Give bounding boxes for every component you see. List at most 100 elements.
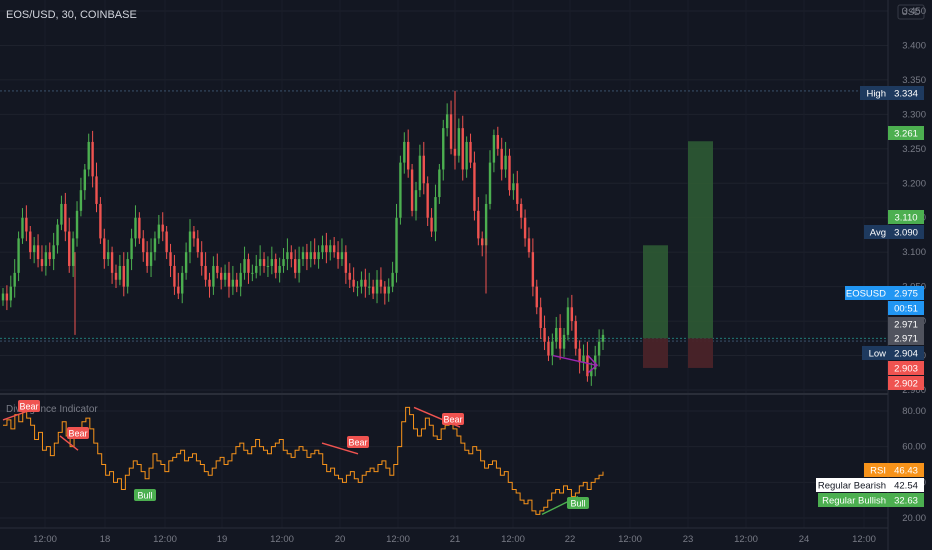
candle-body[interactable] — [551, 341, 554, 356]
candle-body[interactable] — [305, 252, 309, 260]
candle-body[interactable] — [375, 279, 379, 294]
candle-body[interactable] — [399, 162, 402, 218]
candle-body[interactable] — [204, 265, 207, 280]
candle-body[interactable] — [570, 307, 574, 322]
candle-body[interactable] — [262, 259, 266, 266]
candle-body[interactable] — [519, 203, 523, 218]
candle-body[interactable] — [255, 265, 258, 273]
candle-body[interactable] — [547, 341, 550, 356]
candle-body[interactable] — [313, 252, 316, 260]
candle-body[interactable] — [473, 162, 476, 211]
candle-body[interactable] — [332, 245, 336, 253]
candle-body[interactable] — [383, 286, 387, 294]
candle-body[interactable] — [91, 141, 94, 177]
candle-body[interactable] — [360, 279, 363, 287]
candle-body[interactable] — [403, 141, 406, 163]
target-profit-zone[interactable] — [643, 245, 668, 339]
candle-body[interactable] — [484, 203, 488, 246]
candle-body[interactable] — [106, 252, 110, 260]
stop-loss-zone[interactable] — [643, 338, 668, 368]
candle-body[interactable] — [340, 252, 344, 260]
candle-body[interactable] — [64, 203, 67, 232]
candle-body[interactable] — [586, 355, 589, 377]
candle-body[interactable] — [25, 217, 28, 232]
candle-body[interactable] — [477, 210, 480, 239]
candle-body[interactable] — [247, 259, 250, 273]
candle-body[interactable] — [391, 272, 394, 287]
candle-body[interactable] — [181, 272, 184, 294]
candle-body[interactable] — [558, 327, 562, 349]
time-axis[interactable]: 12:00 18 12:00 19 12:00 20 12:00 21 12:00 22 12:00… — [33, 534, 876, 545]
candle-body[interactable] — [251, 272, 254, 274]
candle-body[interactable] — [504, 155, 507, 170]
candle-body[interactable] — [223, 272, 227, 280]
candle-body[interactable] — [578, 348, 581, 363]
candle-body[interactable] — [200, 252, 203, 266]
candle-body[interactable] — [157, 224, 161, 239]
candle-body[interactable] — [290, 252, 293, 260]
candle-body[interactable] — [566, 307, 570, 335]
candle-body[interactable] — [169, 252, 172, 266]
candle-body[interactable] — [414, 190, 418, 211]
candle-body[interactable] — [149, 252, 153, 266]
candle-body[interactable] — [153, 238, 157, 253]
candle-body[interactable] — [270, 259, 274, 266]
candle-body[interactable] — [422, 155, 425, 184]
candle-body[interactable] — [523, 217, 527, 239]
candle-body[interactable] — [103, 238, 106, 260]
candle-body[interactable] — [44, 252, 48, 266]
candle-body[interactable] — [165, 231, 168, 253]
candle-body[interactable] — [492, 135, 496, 163]
candle-body[interactable] — [371, 286, 375, 294]
candle-body[interactable] — [348, 272, 351, 280]
candle-body[interactable] — [430, 217, 433, 232]
candle-body[interactable] — [496, 135, 500, 149]
candle-body[interactable] — [130, 238, 133, 260]
candle-body[interactable] — [79, 190, 83, 211]
candle-body[interactable] — [161, 224, 164, 232]
candle-body[interactable] — [114, 272, 118, 280]
stop-loss-zone[interactable] — [688, 338, 713, 368]
candle-body[interactable] — [1, 293, 5, 301]
candle-body[interactable] — [297, 259, 301, 273]
candle-body[interactable] — [274, 259, 277, 273]
candle-body[interactable] — [445, 114, 449, 129]
candle-body[interactable] — [5, 293, 9, 301]
candle-body[interactable] — [406, 141, 410, 170]
target-boxes[interactable] — [643, 141, 713, 368]
candle-body[interactable] — [266, 265, 270, 267]
candle-body[interactable] — [438, 169, 441, 198]
candle-body[interactable] — [83, 169, 87, 191]
candle-body[interactable] — [344, 252, 348, 273]
candle-body[interactable] — [36, 245, 40, 260]
candle-body[interactable] — [71, 238, 75, 266]
candle-body[interactable] — [196, 238, 200, 253]
candle-body[interactable] — [309, 252, 312, 260]
candle-body[interactable] — [40, 259, 44, 266]
candle-body[interactable] — [379, 279, 383, 287]
candle-body[interactable] — [442, 128, 445, 170]
candle-body[interactable] — [126, 259, 129, 287]
candle-body[interactable] — [75, 210, 79, 239]
candle-body[interactable] — [597, 341, 601, 356]
candle-body[interactable] — [590, 369, 593, 377]
candle-body[interactable] — [418, 155, 422, 191]
candle-body[interactable] — [87, 141, 90, 170]
candle-body[interactable] — [582, 355, 585, 363]
candle-body[interactable] — [574, 321, 577, 349]
candle-body[interactable] — [68, 231, 71, 266]
candle-body[interactable] — [449, 114, 453, 149]
candle-body[interactable] — [227, 272, 231, 287]
candle-body[interactable] — [29, 231, 32, 253]
candle-body[interactable] — [461, 128, 464, 170]
candle-body[interactable] — [543, 327, 546, 342]
candle-body[interactable] — [239, 272, 242, 287]
candle-body[interactable] — [118, 265, 122, 280]
candle-body[interactable] — [56, 224, 59, 246]
candle-body[interactable] — [395, 217, 398, 273]
candle-body[interactable] — [531, 252, 535, 287]
candle-body[interactable] — [258, 259, 262, 266]
candle-body[interactable] — [278, 265, 281, 273]
candle-body[interactable] — [368, 286, 371, 288]
candle-body[interactable] — [216, 265, 219, 273]
